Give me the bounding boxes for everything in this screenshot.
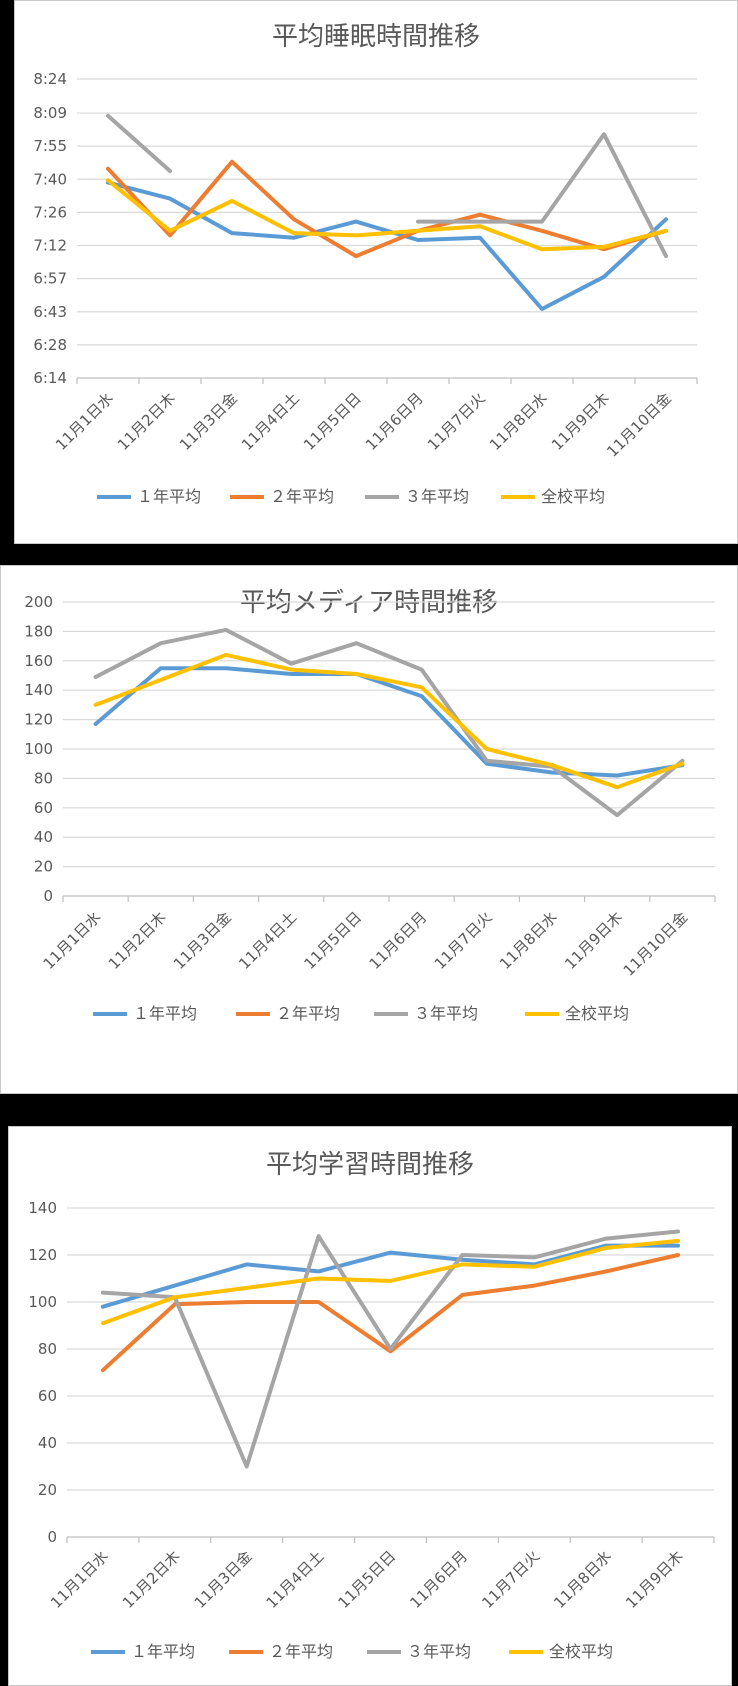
x-tick-label: 11月4日土 (235, 908, 300, 973)
legend-label: ２年平均 (269, 1642, 333, 1661)
legend-label: ２年平均 (276, 1004, 340, 1023)
y-tick-label: 180 (24, 622, 53, 640)
y-tick-label: 6:43 (33, 303, 67, 321)
x-tick-label: 11月6日月 (362, 389, 427, 454)
x-tick-label: 11月2日木 (105, 908, 170, 973)
y-tick-label: 0 (43, 887, 53, 905)
y-tick-label: 6:14 (33, 369, 67, 387)
x-tick-label: 11月2日木 (119, 1547, 184, 1612)
series-line-3 (100, 1229, 681, 1469)
chart-panel-study: 平均学習時間推移 0 20 40 60 80 100 120 140 11月1日水 11月2日木 11… (8, 1126, 732, 1686)
series-line-4 (106, 178, 668, 252)
series-line-3 (106, 113, 172, 173)
x-tick-label: 11月10日金 (620, 908, 692, 980)
series-line-3 (416, 132, 668, 259)
x-tick-label: 11月7日火 (431, 908, 496, 973)
series-line-3 (93, 627, 685, 818)
series-line-1 (100, 1243, 681, 1309)
legend-label: 全校平均 (549, 1642, 613, 1661)
legend-label: １年平均 (131, 1642, 195, 1661)
x-tick-label: 11月1日水 (52, 389, 117, 454)
media-time-chart: 平均メディア時間推移 0 20 40 60 80 100 120 140 160 180 200 11月… (24, 588, 716, 1023)
x-tick-label: 11月4日土 (263, 1547, 328, 1612)
legend-label: １年平均 (133, 1004, 197, 1023)
y-tick-label: 120 (24, 711, 53, 729)
x-tick-label: 11月1日水 (40, 908, 105, 973)
y-tick-label: 20 (38, 1481, 57, 1499)
y-tick-label: 6:57 (33, 270, 67, 288)
y-tick-label: 100 (24, 740, 53, 758)
x-tick-label: 11月5日日 (300, 908, 365, 973)
y-tick-label: 40 (34, 828, 53, 846)
chart-panel-sleep: 平均睡眠時間推移 6:14 6:28 6:43 6:57 7:12 7:26 7:40 7:55… (14, 0, 738, 544)
x-tick-label: 11月5日日 (300, 389, 365, 454)
y-tick-label: 8:24 (33, 70, 67, 88)
y-tick-label: 40 (38, 1434, 57, 1452)
x-tick-label: 11月3日金 (191, 1547, 256, 1612)
x-tick-label: 11月8日水 (496, 908, 561, 973)
x-tick-label: 11月9日木 (622, 1547, 687, 1612)
x-tick-label: 11月6日月 (366, 908, 431, 973)
legend-label: ３年平均 (407, 1642, 471, 1661)
y-tick-label: 100 (28, 1293, 57, 1311)
y-tick-label: 8:09 (33, 104, 67, 122)
y-tick-label: 200 (24, 593, 53, 611)
series-line-4 (100, 1238, 681, 1326)
series-line-2 (100, 1253, 681, 1373)
series-line-4 (93, 652, 685, 790)
x-tick-label: 11月1日水 (47, 1547, 112, 1612)
x-tick-label: 11月6日月 (406, 1547, 471, 1612)
x-tick-label: 11月8日水 (486, 389, 551, 454)
y-tick-label: 20 (34, 858, 53, 876)
y-tick-label: 60 (34, 799, 53, 817)
chart-title: 平均学習時間推移 (266, 1150, 474, 1180)
x-tick-label: 11月7日火 (478, 1547, 543, 1612)
y-tick-label: 80 (34, 769, 53, 787)
x-tick-label: 11月3日金 (170, 908, 235, 973)
sleep-time-chart: 平均睡眠時間推移 6:14 6:28 6:43 6:57 7:12 7:26 7:40 7:55… (33, 22, 698, 506)
chart-panel-media: 平均メディア時間推移 0 20 40 60 80 100 120 140 160 180 200 11月… (0, 565, 738, 1094)
y-tick-label: 7:26 (33, 203, 67, 221)
x-tick-label: 11月9日木 (548, 389, 613, 454)
y-tick-label: 6:28 (33, 336, 67, 354)
y-tick-label: 60 (38, 1387, 57, 1405)
y-tick-label: 80 (38, 1340, 57, 1358)
chart-title: 平均メディア時間推移 (240, 588, 498, 618)
legend-label: ３年平均 (414, 1004, 478, 1023)
y-tick-label: 7:12 (33, 237, 67, 255)
x-tick-label: 11月5日日 (335, 1547, 400, 1612)
series-line-1 (93, 666, 685, 778)
y-tick-label: 160 (24, 652, 53, 670)
legend-label: ３年平均 (405, 487, 469, 506)
y-tick-label: 140 (28, 1199, 57, 1217)
x-tick-label: 11月10日金 (603, 389, 675, 461)
chart-title: 平均睡眠時間推移 (272, 22, 480, 52)
x-tick-label: 11月9日木 (561, 908, 626, 973)
series-line-2 (106, 159, 668, 259)
x-tick-label: 11月2日木 (114, 389, 179, 454)
legend-label: １年平均 (137, 487, 201, 506)
x-tick-label: 11月8日水 (550, 1547, 615, 1612)
y-tick-label: 140 (24, 681, 53, 699)
x-tick-label: 11月3日金 (176, 389, 241, 454)
x-tick-label: 11月4日土 (238, 389, 303, 454)
y-tick-label: 7:40 (33, 170, 67, 188)
legend-label: ２年平均 (270, 487, 334, 506)
legend-label: 全校平均 (541, 487, 605, 506)
y-tick-label: 7:55 (33, 137, 67, 155)
legend-label: 全校平均 (565, 1004, 629, 1023)
y-tick-label: 120 (28, 1246, 57, 1264)
y-tick-label: 0 (47, 1528, 57, 1546)
x-tick-label: 11月7日火 (424, 389, 489, 454)
